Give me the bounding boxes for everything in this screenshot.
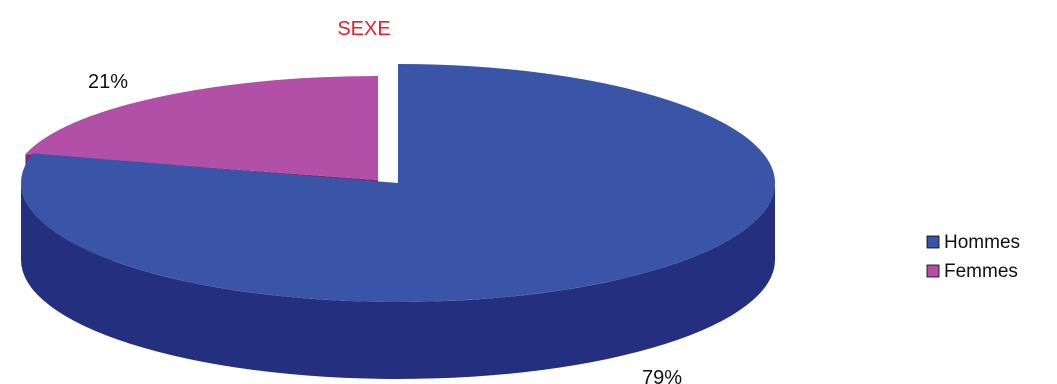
legend-swatch-femmes [926,264,940,278]
legend-swatch-hommes [926,235,940,249]
pie-side-hommes [21,183,775,379]
legend-label-femmes: Femmes [944,261,1018,282]
pie-tops [20,64,775,379]
legend-label-hommes: Hommes [944,232,1020,253]
pie-label-femmes: 21% [88,71,128,93]
pie-slice-hommes [20,64,775,303]
chart-title: SEXE [337,18,390,40]
pie-label-hommes: 79% [642,367,682,384]
pie-slice-femmes [25,76,378,180]
legend: Hommes Femmes [926,232,1020,282]
